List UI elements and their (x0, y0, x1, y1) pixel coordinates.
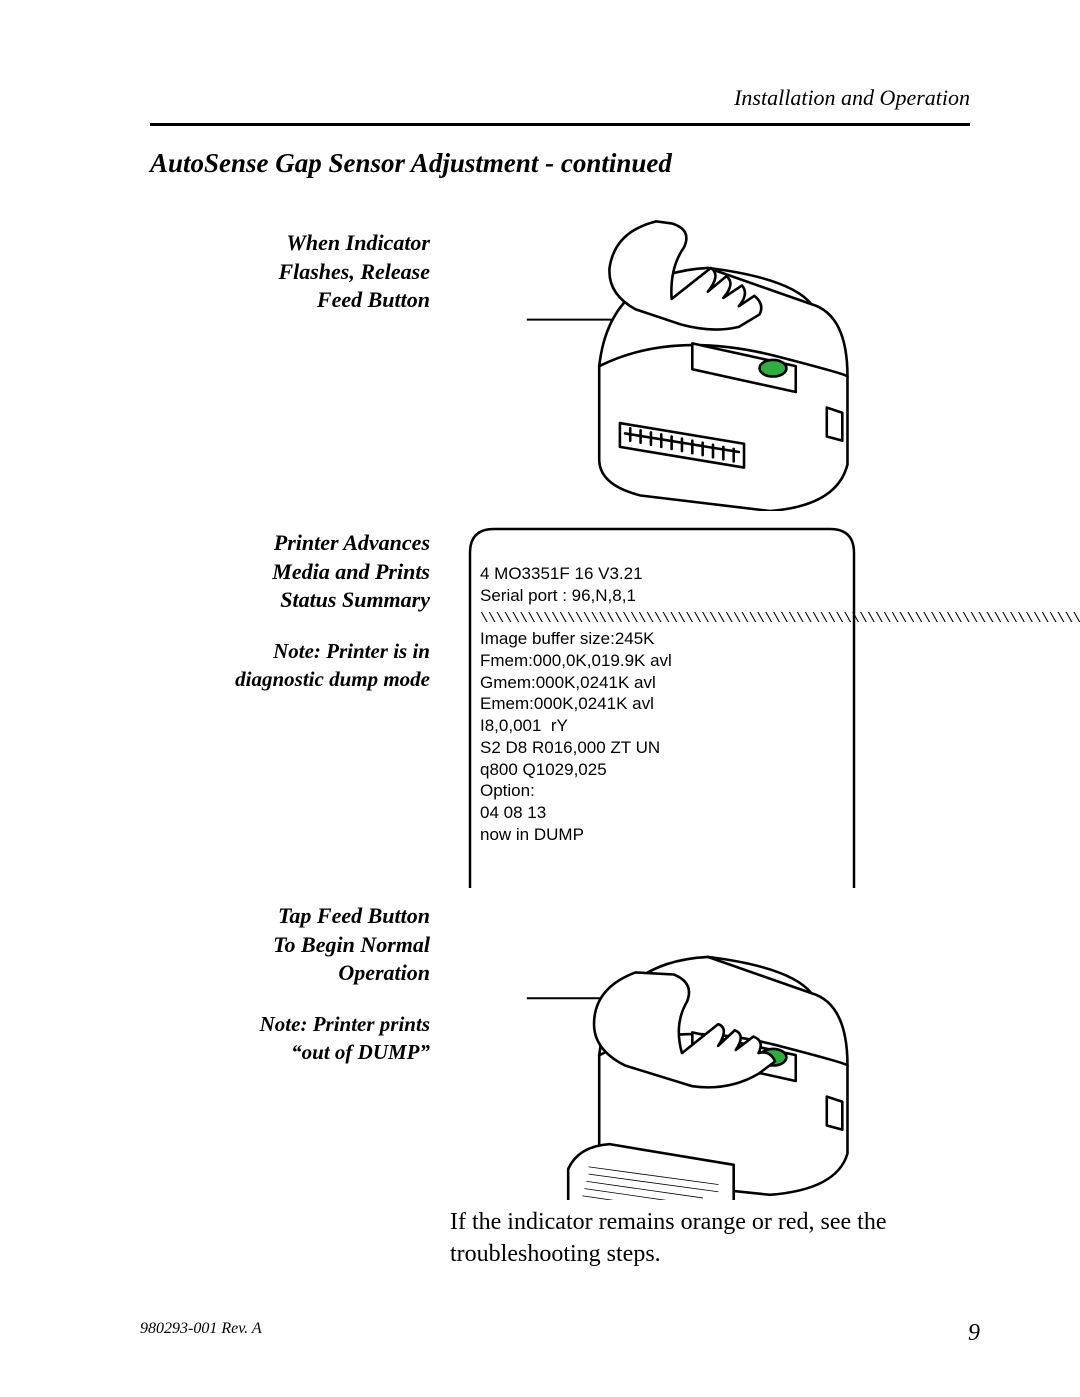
slip-l4: Image buffer size:245K (480, 629, 655, 648)
status-line3: Status Summary (140, 586, 430, 615)
release-line3: Feed Button (140, 286, 430, 315)
step-status-figure: 4 MO3351F 16 V3.21 Serial port : 96,N,8,… (446, 523, 980, 888)
printer-illustration-release (446, 211, 980, 511)
status-line1: Printer Advances (140, 529, 430, 558)
tap-line2: To Begin Normal (140, 931, 430, 960)
manual-page: Installation and Operation AutoSense Gap… (0, 0, 1080, 1397)
slip-l10: q800 Q1029,025 (480, 760, 607, 779)
slip-l2: Serial port : 96,N,8,1 (480, 586, 636, 605)
printer-illustration-tap (446, 900, 980, 1200)
slip-l9: S2 D8 R016,000 ZT UN (480, 738, 660, 757)
step-release-figure (446, 211, 980, 511)
page-footer: 980293-001 Rev. A 9 (140, 1320, 980, 1347)
slip-l1: 4 MO3351F 16 V3.21 (480, 564, 643, 583)
status-slip: 4 MO3351F 16 V3.21 Serial port : 96,N,8,… (450, 523, 870, 888)
bottom-paragraph: If the indicator remains orange or red, … (450, 1206, 960, 1271)
step-status: Printer Advances Media and Prints Status… (140, 523, 980, 888)
tap-note2: “out of DUMP” (140, 1038, 430, 1066)
step-release: When Indicator Flashes, Release Feed But… (140, 211, 980, 511)
slip-l12: 04 08 13 (480, 803, 546, 822)
slip-l13: now in DUMP (480, 825, 584, 844)
slip-l8: I8,0,001 rY (480, 716, 568, 735)
tap-line1: Tap Feed Button (140, 902, 430, 931)
footer-page-number: 9 (968, 1320, 980, 1347)
status-line2: Media and Prints (140, 558, 430, 587)
section-title: AutoSense Gap Sensor Adjustment - contin… (150, 148, 980, 179)
step-tap-figure (446, 900, 980, 1200)
slip-l6: Gmem:000K,0241K avl (480, 673, 656, 692)
step-release-text: When Indicator Flashes, Release Feed But… (140, 211, 446, 511)
slip-bars: \\\\\\\\\\\\\\\\\\\\\\\\\\\\\\\\\\\\\\\\… (480, 611, 1080, 627)
step-status-text: Printer Advances Media and Prints Status… (140, 523, 446, 888)
slip-l5: Fmem:000,0K,019.9K avl (480, 651, 672, 670)
slip-l7: Emem:000K,0241K avl (480, 694, 654, 713)
step-tap: Tap Feed Button To Begin Normal Operatio… (140, 900, 980, 1200)
status-note1: Note: Printer is in (140, 637, 430, 665)
step-tap-text: Tap Feed Button To Begin Normal Operatio… (140, 900, 446, 1200)
footer-doc-id: 980293-001 Rev. A (140, 1320, 262, 1347)
tap-line3: Operation (140, 959, 430, 988)
slip-text: 4 MO3351F 16 V3.21 Serial port : 96,N,8,… (480, 541, 846, 867)
slip-l11: Option: (480, 781, 535, 800)
header-section: Installation and Operation (140, 85, 970, 111)
tap-note1: Note: Printer prints (140, 1010, 430, 1038)
release-line1: When Indicator (140, 229, 430, 258)
status-note2: diagnostic dump mode (140, 665, 430, 693)
release-line2: Flashes, Release (140, 258, 430, 287)
header-rule (150, 123, 970, 126)
